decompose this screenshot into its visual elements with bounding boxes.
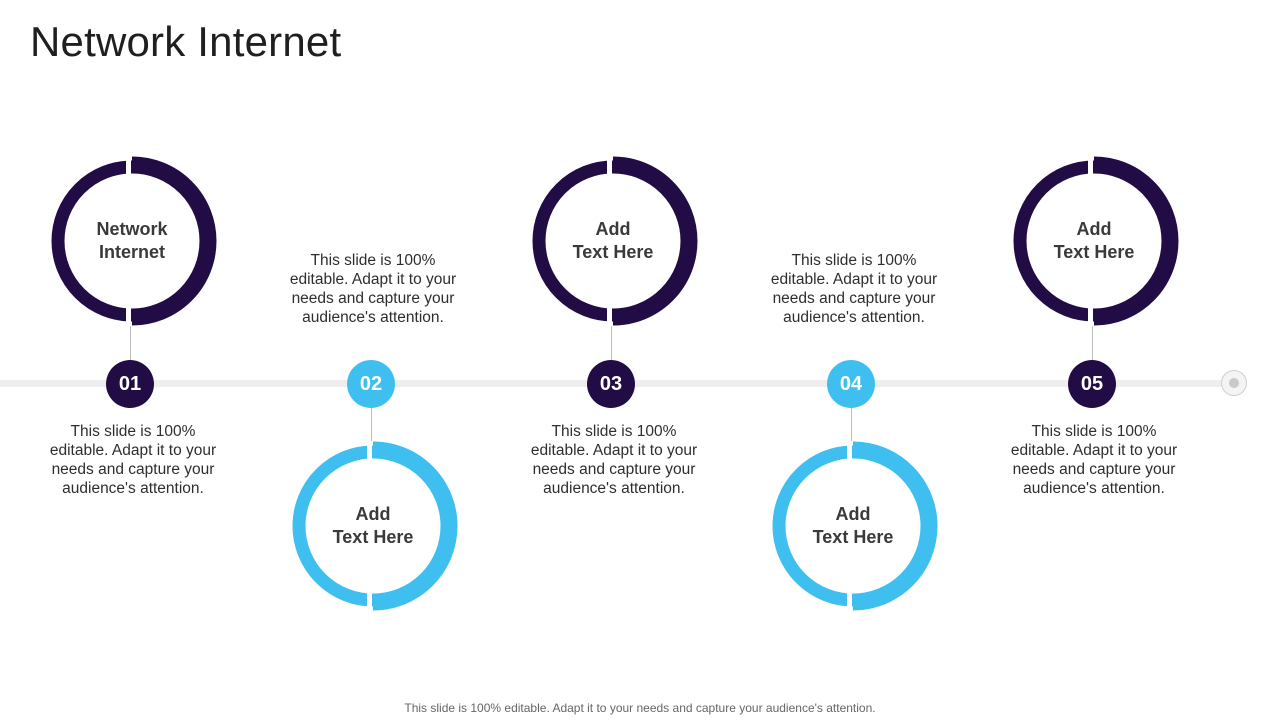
footer-note: This slide is 100% editable. Adapt it to… <box>404 701 876 715</box>
timeline-end-cap <box>1221 370 1247 396</box>
step-number-badge: 03 <box>587 360 635 408</box>
step-number-badge: 01 <box>106 360 154 408</box>
circle-label: Add Text Here <box>572 219 654 262</box>
connector-line <box>611 306 612 362</box>
ring-graphic <box>292 441 458 611</box>
step-description: This slide is 100% editable. Adapt it to… <box>289 252 457 326</box>
ring-graphic <box>772 441 938 611</box>
ring-graphic <box>1013 156 1179 326</box>
connector-line <box>1092 306 1093 362</box>
step-description: This slide is 100% editable. Adapt it to… <box>530 423 698 497</box>
step-circle: Add Text Here <box>288 441 458 611</box>
step-circle: Add Text Here <box>528 156 698 326</box>
circle-label: Add Text Here <box>332 504 414 547</box>
step-number-badge: 02 <box>347 360 395 408</box>
circle-label: Network Internet <box>96 219 168 262</box>
connector-line <box>851 406 852 460</box>
connector-line <box>371 406 372 460</box>
step-circle: Add Text Here <box>1009 156 1179 326</box>
ring-graphic <box>532 156 698 326</box>
connector-line <box>130 306 131 362</box>
step-description: This slide is 100% editable. Adapt it to… <box>1010 423 1178 497</box>
step-description: This slide is 100% editable. Adapt it to… <box>49 423 217 497</box>
step-circle: Add Text Here <box>768 441 938 611</box>
step-circle: Network Internet <box>47 156 217 326</box>
circle-label: Add Text Here <box>812 504 894 547</box>
step-description: This slide is 100% editable. Adapt it to… <box>770 252 938 326</box>
page-title: Network Internet <box>30 18 342 65</box>
step-number-badge: 05 <box>1068 360 1116 408</box>
step-number-badge: 04 <box>827 360 875 408</box>
circle-label: Add Text Here <box>1053 219 1135 262</box>
ring-graphic <box>51 156 217 326</box>
